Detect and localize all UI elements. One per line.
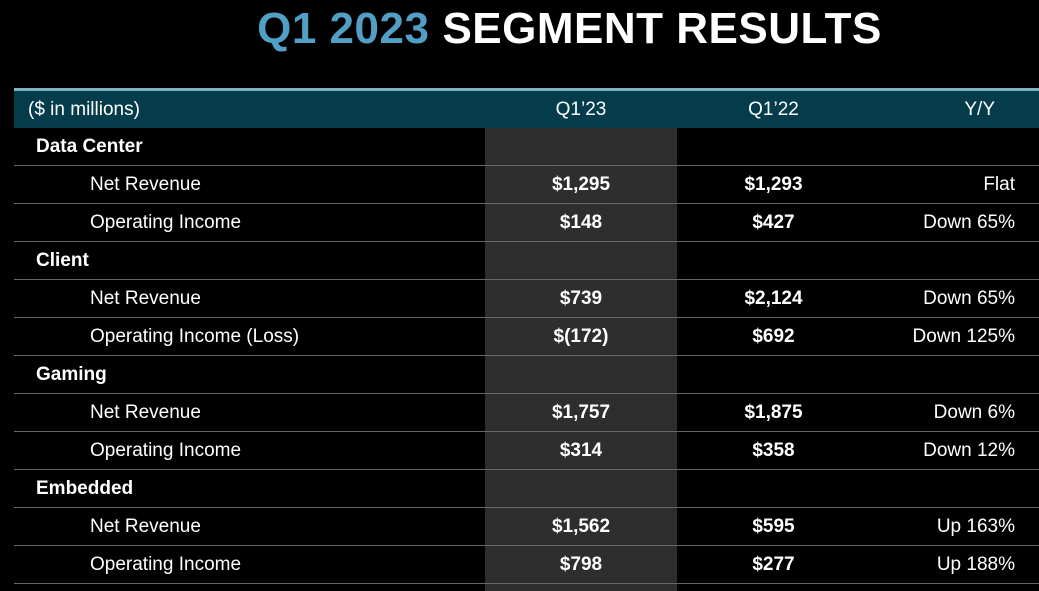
cell-q123: $(172) — [553, 325, 609, 347]
cell-q123: $798 — [559, 553, 603, 575]
cell-q123: $739 — [559, 287, 603, 309]
cell-yoy: Flat — [983, 173, 1015, 195]
title-quarter: Q1 2023 — [257, 4, 430, 53]
section-row-client: Client — [14, 242, 1039, 280]
table-row: Operating Income $148 $427 Down 65% — [14, 204, 1039, 242]
cell-q122: $1,875 — [744, 401, 803, 423]
header-unit-label: ($ in millions) — [28, 98, 140, 120]
table-row: Net Revenue $739 $2,124 Down 65% — [14, 280, 1039, 318]
table-row: Net Revenue $1,562 $595 Up 163% — [14, 508, 1039, 546]
header-col-q123: Q1’23 — [555, 98, 607, 120]
cell-q122: $595 — [752, 515, 795, 537]
table-row: Net Revenue $1,757 $1,875 Down 6% — [14, 394, 1039, 432]
cell-q122: $358 — [752, 439, 795, 461]
row-label: Net Revenue — [90, 515, 201, 537]
section-name: Client — [36, 249, 89, 271]
table-row: Operating Income (Loss) $(172) $692 Down… — [14, 318, 1039, 356]
section-row-data-center: Data Center — [14, 128, 1039, 166]
cell-yoy: Down 125% — [912, 325, 1015, 347]
row-label: Net Revenue — [90, 401, 201, 423]
row-label: Operating Income — [90, 553, 242, 575]
header-col-yoy: Y/Y — [964, 98, 995, 120]
cell-yoy: Down 65% — [923, 211, 1015, 233]
cell-q122: $2,124 — [744, 287, 803, 309]
table-row: Net Revenue $1,295 $1,293 Flat — [14, 166, 1039, 204]
cell-q123: $148 — [559, 211, 603, 233]
segment-results-table: ($ in millions) Q1’23 Q1’22 Y/Y Data Cen… — [14, 88, 1039, 591]
section-name: Data Center — [36, 135, 143, 157]
cell-yoy: Up 163% — [936, 515, 1015, 537]
cell-yoy: Down 12% — [923, 439, 1015, 461]
header-col-q122: Q1’22 — [748, 98, 799, 120]
cell-q123: $314 — [559, 439, 603, 461]
cell-yoy: Down 65% — [923, 287, 1015, 309]
cell-yoy: Up 188% — [936, 553, 1015, 575]
section-name: Embedded — [36, 477, 134, 499]
cell-yoy: Down 6% — [933, 401, 1015, 423]
row-label: Net Revenue — [90, 287, 201, 309]
table-row: Operating Income $314 $358 Down 12% — [14, 432, 1039, 470]
q123-column-highlight — [485, 128, 677, 591]
cell-q123: $1,562 — [551, 515, 611, 537]
cell-q122: $1,293 — [744, 173, 803, 195]
section-row-gaming: Gaming — [14, 356, 1039, 394]
table-row: Operating Income $798 $277 Up 188% — [14, 546, 1039, 584]
cell-q122: $692 — [752, 325, 795, 347]
title-text: SEGMENT RESULTS — [442, 4, 882, 53]
cell-q122: $427 — [752, 211, 795, 233]
section-name: Gaming — [36, 363, 107, 385]
cell-q123: $1,295 — [551, 173, 611, 195]
row-label: Operating Income — [90, 439, 242, 461]
cell-q122: $277 — [752, 553, 795, 575]
row-label: Operating Income (Loss) — [90, 325, 300, 347]
table-body: Data Center Net Revenue $1,295 $1,293 Fl… — [14, 128, 1039, 584]
page-title: Q1 2023 SEGMENT RESULTS — [0, 4, 1039, 54]
section-row-embedded: Embedded — [14, 470, 1039, 508]
row-label: Operating Income — [90, 211, 242, 233]
row-label: Net Revenue — [90, 173, 201, 195]
table-header-row: ($ in millions) Q1’23 Q1’22 Y/Y — [14, 88, 1039, 128]
cell-q123: $1,757 — [551, 401, 611, 423]
